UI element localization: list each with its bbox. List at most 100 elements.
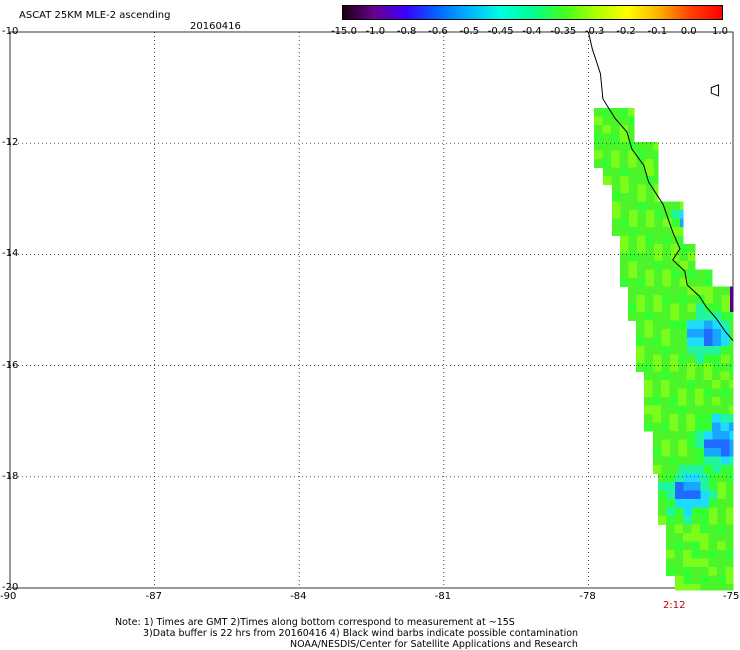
wind-data-cell [695, 371, 704, 381]
wind-data-cell [679, 303, 688, 313]
wind-data-cell [654, 210, 664, 219]
wind-data-cell [692, 507, 701, 517]
wind-data-cell [717, 490, 727, 500]
wind-data-cell [708, 524, 718, 534]
wind-data-cell [678, 405, 687, 415]
wind-data-cell [675, 575, 684, 585]
wind-data-cell [712, 439, 722, 449]
wind-data-cell [637, 252, 646, 262]
wind-data-cell [679, 252, 689, 262]
wind-data-cell [717, 584, 727, 591]
wind-data-cell [680, 218, 684, 228]
wind-data-cell [619, 159, 629, 168]
note-line-2: 3)Data buffer is 22 hrs from 20160416 4)… [143, 628, 579, 639]
wind-data-cell [725, 567, 734, 576]
wind-data-cell [704, 465, 713, 474]
wind-data-cell [658, 473, 667, 483]
wind-data-cell [652, 414, 662, 423]
wind-data-cell [666, 541, 675, 551]
wind-data-cell [666, 507, 676, 517]
wind-data-cell [669, 397, 679, 406]
wind-data-cell [703, 371, 713, 381]
wind-data-cell [687, 465, 696, 474]
wind-data-cell [700, 567, 709, 576]
wind-data-cell [712, 329, 722, 338]
wind-data-cell [700, 507, 710, 517]
wind-data-cell [629, 184, 638, 194]
longitude-label: -90 [0, 591, 17, 602]
wind-data-cell [670, 337, 679, 347]
wind-data-cell [644, 405, 653, 415]
wind-data-cell [653, 329, 662, 338]
wind-data-cell [611, 133, 620, 143]
wind-data-cell [671, 218, 681, 228]
wind-data-cell [620, 252, 629, 262]
wind-data-cell [692, 473, 701, 483]
wind-data-cell [661, 371, 670, 381]
wind-data-cell [709, 490, 718, 500]
wind-data-cell [692, 575, 701, 585]
wind-data-cell [675, 490, 684, 500]
wind-data-cell [726, 584, 734, 591]
wind-data-cell [691, 558, 701, 568]
wind-data-cell [637, 167, 646, 177]
wind-data-cell [654, 176, 659, 185]
colorbar-label: -0.6 [428, 26, 448, 37]
wind-data-cell [692, 482, 701, 491]
wind-data-cell [644, 414, 653, 423]
wind-data-cell [683, 584, 693, 591]
wind-data-cell [661, 363, 671, 372]
wind-data-cell [721, 329, 730, 338]
wind-data-cell [645, 150, 654, 160]
wind-data-cell [688, 269, 697, 279]
wind-data-cell [653, 456, 662, 466]
colorbar-label: -0.45 [487, 26, 514, 37]
wind-data-cell [695, 320, 705, 330]
wind-data-cell [720, 371, 730, 381]
wind-data-cell [713, 286, 722, 296]
wind-data-cell [620, 235, 629, 245]
wind-data-cell [636, 295, 646, 304]
wind-data-cell [653, 431, 662, 440]
wind-data-cell [644, 363, 654, 372]
wind-data-cell [662, 286, 671, 296]
wind-data-cell [674, 533, 684, 542]
wind-data-cell [629, 193, 638, 202]
wind-data-cell [729, 354, 734, 364]
wind-data-cell [654, 244, 663, 253]
wind-data-cell [712, 371, 721, 381]
wind-data-cell [703, 405, 713, 415]
wind-data-cell [670, 439, 679, 449]
wind-data-cell [679, 235, 684, 245]
wind-data-cell [726, 575, 734, 585]
wind-data-cell [675, 516, 684, 525]
wind-data-cell [683, 516, 693, 525]
wind-data-cell [696, 278, 706, 287]
wind-data-cell [661, 354, 671, 364]
wind-data-cell [704, 354, 713, 364]
wind-data-cell [654, 193, 659, 202]
wind-data-cell [636, 286, 646, 296]
wind-data-cell [687, 346, 696, 355]
wind-data-cell [644, 354, 654, 364]
colorbar-label: -0.8 [396, 26, 417, 37]
wind-data-cell [594, 142, 603, 151]
wind-data-cell [603, 167, 612, 177]
wind-data-cell [636, 150, 646, 160]
wind-data-cell [653, 286, 663, 296]
wind-data-cell [645, 261, 655, 270]
wind-data-cell [729, 329, 734, 338]
wind-data-cell [602, 142, 612, 151]
wind-data-cell [679, 261, 689, 270]
wind-data-cell [637, 235, 646, 245]
wind-data-cell [678, 371, 687, 381]
wind-data-cell [620, 210, 630, 219]
wind-data-cell [645, 244, 655, 253]
wind-data-cell [725, 533, 734, 542]
wind-data-cell [666, 516, 676, 525]
wind-data-cell [679, 312, 688, 321]
wind-data-cell [686, 388, 696, 398]
note-line-3: NOAA/NESDIS/Center for Satellite Applica… [290, 639, 578, 650]
wind-data-cell [683, 473, 693, 483]
wind-data-cell [611, 142, 620, 151]
